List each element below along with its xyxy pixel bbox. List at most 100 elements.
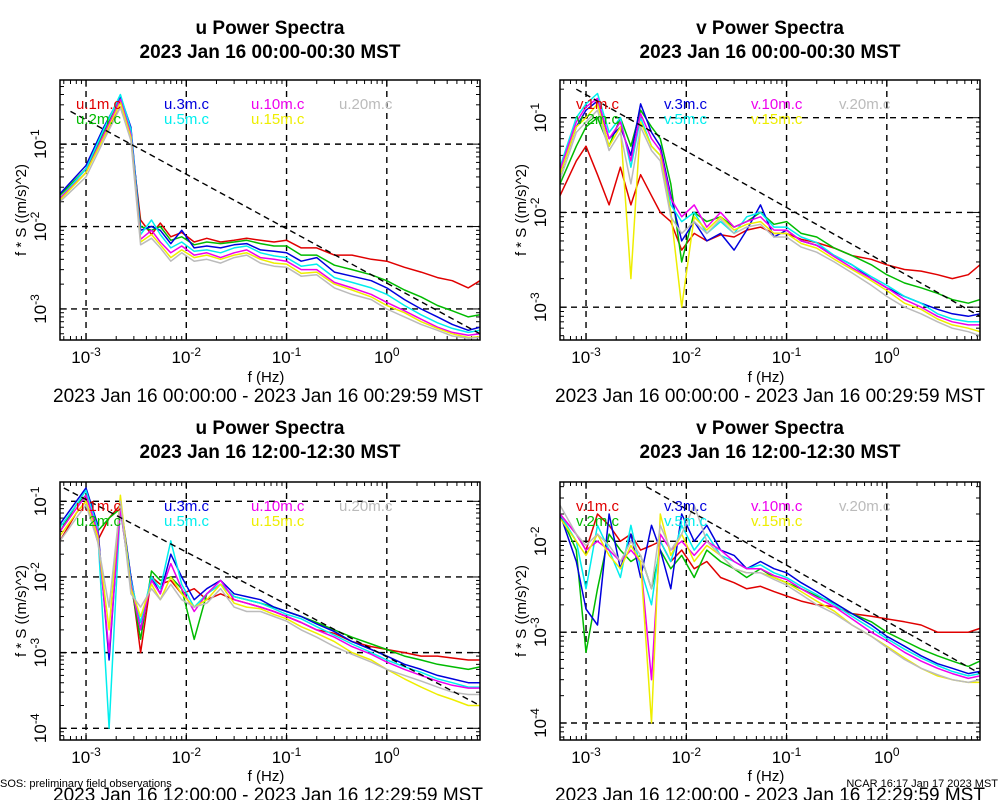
legend-entry: v.3m.c	[664, 96, 708, 113]
legend-entry: v.3m.c	[664, 498, 708, 515]
y-tick-label: 10-1	[28, 129, 50, 159]
time-range-caption: 2023 Jan 16 12:00:00 - 2023 Jan 16 12:29…	[555, 785, 985, 800]
legend-entry: v.5m.c	[664, 513, 708, 530]
y-tick-label: 10-1	[28, 486, 50, 516]
series-group	[560, 88, 980, 337]
y-tick-label: 10-2	[28, 211, 50, 241]
chart-subtitle: 2023 Jan 16 00:00-00:30 MST	[640, 42, 901, 63]
x-tick-label: 10-1	[272, 345, 302, 367]
y-tick-label: 10-2	[528, 197, 550, 227]
y-tick-label: 10-2	[528, 526, 550, 556]
legend-entry: u.15m.c	[251, 513, 305, 530]
x-tick-label: 100	[374, 745, 400, 767]
footer-left-note: SOS: preliminary field observations	[0, 778, 172, 790]
chart-panel-1: u Power Spectra 2023 Jan 16 00:00-00:30 M…	[13, 18, 483, 407]
x-tick-label: 100	[374, 345, 400, 367]
reference-slope-line	[575, 88, 980, 317]
y-axis-label: f * S ((m/s)^2)	[13, 565, 30, 657]
chart-subtitle: 2023 Jan 16 00:00-00:30 MST	[140, 42, 401, 63]
y-axis-label: f * S ((m/s)^2)	[513, 164, 530, 256]
chart-subtitle: 2023 Jan 16 12:00-12:30 MST	[640, 442, 901, 463]
x-tick-label: 10-1	[772, 745, 802, 767]
plot-frame	[59, 79, 481, 341]
legend-entry: u.10m.c	[251, 498, 305, 515]
x-tick-label: 10-2	[171, 345, 201, 367]
legend-entry: u.2m.c	[76, 513, 122, 530]
y-axis-label: f * S ((m/s)^2)	[513, 565, 530, 657]
series-line-v.15m.c	[560, 103, 980, 333]
x-tick-label: 10-2	[671, 345, 701, 367]
series-group	[560, 486, 980, 724]
series-line-v.20m.c	[560, 109, 980, 337]
chart-title: v Power Spectra	[696, 18, 844, 39]
legend-entry: u.2m.c	[76, 111, 122, 128]
series-line-u.1m.c	[60, 106, 480, 289]
x-tick-label: 10-2	[171, 745, 201, 767]
legend-entry: u.20m.c	[339, 96, 393, 113]
reference-slope-line	[70, 110, 480, 335]
legend-entry: v.15m.c	[751, 513, 803, 530]
footer-right-stamp: NCAR 16:17 Jan 17 2023 MST	[846, 778, 998, 790]
series-line-u.15m.c	[60, 101, 480, 339]
y-tick-label: 10-2	[28, 562, 50, 592]
series-line-u.2m.c	[60, 98, 480, 318]
x-tick-label: 10-2	[671, 745, 701, 767]
x-tick-label: 100	[874, 345, 900, 367]
x-tick-label: 10-3	[571, 345, 601, 367]
x-tick-label: 10-1	[272, 745, 302, 767]
chart-subtitle: 2023 Jan 16 12:00-12:30 MST	[140, 442, 401, 463]
series-line-v.10m.c	[560, 97, 980, 326]
chart-title: u Power Spectra	[196, 418, 345, 439]
x-axis-label: f (Hz)	[248, 369, 285, 386]
legend-entry: u.5m.c	[164, 111, 210, 128]
legend-entry: u.15m.c	[251, 111, 305, 128]
legend-entry: v.10m.c	[751, 96, 803, 113]
legend-entry: u.3m.c	[164, 96, 210, 113]
series-group	[60, 93, 480, 340]
plot-frame	[59, 481, 481, 741]
legend-entry: v.2m.c	[576, 111, 620, 128]
x-tick-label: 10-3	[571, 745, 601, 767]
y-tick-label: 10-4	[528, 708, 550, 738]
y-tick-label: 10-3	[28, 294, 50, 324]
chart-title: u Power Spectra	[196, 18, 345, 39]
legend-entry: v.20m.c	[839, 498, 891, 515]
series-line-v.15m.c	[560, 513, 980, 724]
time-range-caption: 2023 Jan 16 00:00:00 - 2023 Jan 16 00:29…	[53, 386, 483, 407]
legend-entry: v.1m.c	[576, 96, 620, 113]
series-line-v.20m.c	[560, 504, 980, 684]
chart-panel-3: u Power Spectra 2023 Jan 16 12:00-12:30 M…	[13, 418, 483, 800]
series-group	[60, 487, 480, 730]
y-tick-label: 10-1	[528, 103, 550, 133]
series-line-u.5m.c	[60, 93, 480, 334]
x-axis-label: f (Hz)	[248, 768, 285, 785]
legend-entry: u.20m.c	[339, 498, 393, 515]
series-line-v.5m.c	[560, 513, 980, 677]
chart-title: v Power Spectra	[696, 418, 844, 439]
legend-entry: u.1m.c	[76, 96, 122, 113]
y-tick-label: 10-3	[28, 638, 50, 668]
x-tick-label: 10-3	[71, 345, 101, 367]
y-tick-label: 10-3	[528, 292, 550, 322]
x-tick-label: 10-3	[71, 745, 101, 767]
time-range-caption: 2023 Jan 16 12:00:00 - 2023 Jan 16 12:29…	[53, 785, 483, 800]
series-line-u.20m.c	[60, 106, 480, 340]
time-range-caption: 2023 Jan 16 00:00:00 - 2023 Jan 16 00:29…	[555, 386, 985, 407]
x-axis-label: f (Hz)	[748, 369, 785, 386]
series-line-v.1m.c	[560, 513, 980, 633]
chart-panel-2: v Power Spectra 2023 Jan 16 00:00-00:30 M…	[513, 18, 985, 407]
legend-entry: v.15m.c	[751, 111, 803, 128]
x-tick-label: 10-1	[772, 345, 802, 367]
legend-entry: v.5m.c	[664, 111, 708, 128]
legend-entry: v.2m.c	[576, 513, 620, 530]
series-line-v.2m.c	[560, 513, 980, 668]
plot-frame	[559, 79, 981, 341]
legend-entry: u.1m.c	[76, 498, 122, 515]
series-line-v.3m.c	[560, 513, 980, 675]
x-axis-label: f (Hz)	[748, 768, 785, 785]
y-tick-label: 10-3	[528, 617, 550, 647]
legend-entry: v.1m.c	[576, 498, 620, 515]
x-tick-label: 100	[874, 745, 900, 767]
series-line-v.1m.c	[560, 145, 980, 280]
